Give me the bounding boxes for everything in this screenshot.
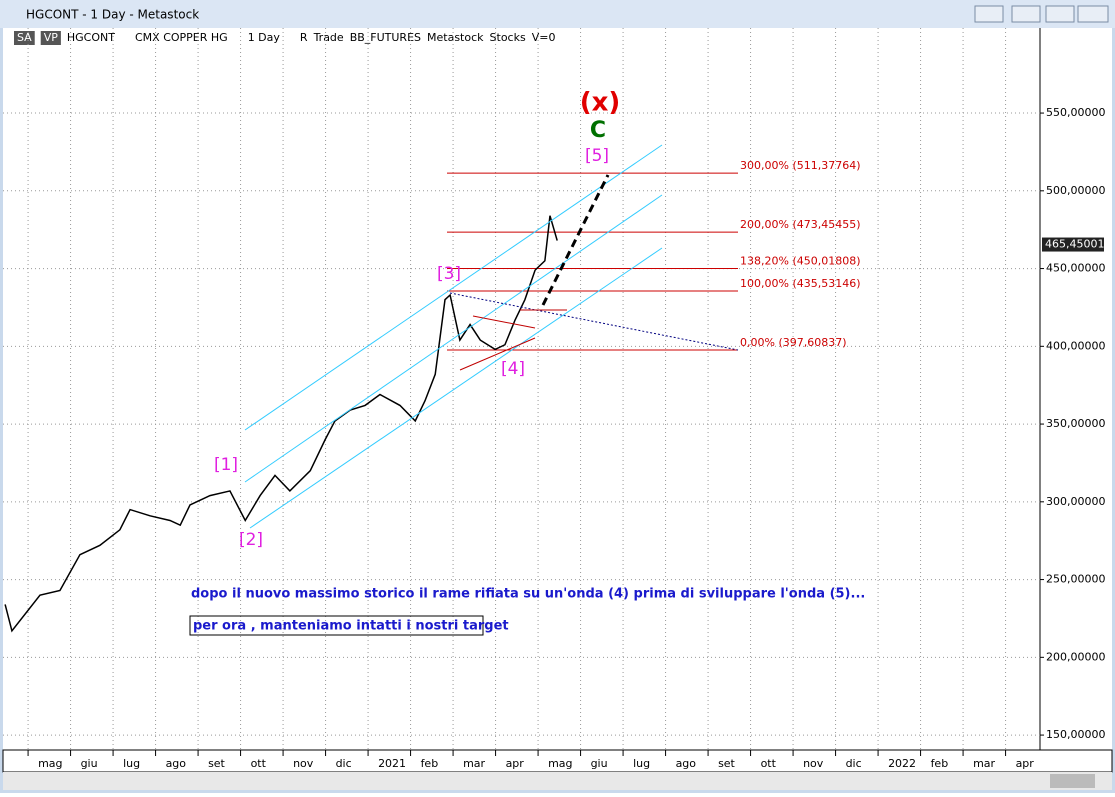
toolbar-item: HGCONT: [67, 31, 115, 44]
close-button[interactable]: [1077, 5, 1109, 23]
title-bar: [0, 0, 1115, 28]
x-tick-label: mag: [38, 757, 62, 770]
last-price-tag: [1042, 237, 1104, 252]
x-tick-label: set: [718, 757, 735, 770]
price-axis: [1040, 28, 1112, 750]
x-tick-label: mar: [463, 757, 485, 770]
y-tick-label: 450,00000: [1046, 262, 1106, 275]
y-tick-label: 550,00000: [1046, 106, 1106, 119]
wave-label: C: [590, 118, 606, 143]
y-tick-label: 150,00000: [1046, 728, 1106, 741]
triangle-line: [459, 337, 536, 371]
channel-line: [244, 194, 663, 483]
price-line: [4, 215, 558, 633]
note: dopo il nuovo massimo storico il rame ri…: [191, 587, 865, 602]
x-tick-label: mar: [973, 757, 995, 770]
x-tick-label: lug: [123, 757, 140, 770]
wave-label: [1]: [214, 455, 238, 475]
toolbar-button[interactable]: [40, 31, 61, 45]
restore-button[interactable]: [974, 5, 1004, 23]
toolbar-item: Trade: [313, 31, 344, 44]
y-tick-label: 350,00000: [1046, 417, 1106, 430]
y-tick-label: 300,00000: [1046, 495, 1106, 508]
x-tick-label: apr: [506, 757, 525, 770]
fib-label: 0,00% (397,60837): [740, 336, 847, 349]
x-tick-label: giu: [591, 757, 608, 770]
minimize-button[interactable]: [1011, 5, 1041, 23]
fib-label: 100,00% (435,53146): [740, 277, 861, 290]
drawings: [244, 144, 739, 529]
toolbar-item: CMX COPPER HG: [135, 31, 228, 44]
x-tick-label: 2022: [888, 757, 916, 770]
trend-line: [449, 292, 739, 351]
toolbar: SA VP HGCONT CMX COPPER HG 1 Day R Trade BB_FUT…: [14, 31, 555, 45]
note: per ora , manteniamo intatti i nostri ta…: [193, 619, 509, 634]
x-tick-label: set: [208, 757, 225, 770]
wave-label: (x): [580, 88, 621, 118]
x-tick-label: 2021: [378, 757, 406, 770]
x-tick-label: ago: [676, 757, 697, 770]
x-tick-label: feb: [931, 757, 949, 770]
toolbar-item: VP: [44, 31, 59, 44]
x-tick-label: apr: [1016, 757, 1035, 770]
x-tick-label: nov: [803, 757, 824, 770]
note-box: [189, 615, 484, 636]
toolbar-item: V=0: [532, 31, 556, 44]
toolbar-button[interactable]: [14, 31, 35, 45]
x-tick-label: feb: [421, 757, 439, 770]
channel-line: [249, 247, 663, 529]
scrollbar[interactable]: [3, 772, 1112, 790]
y-tick-label: 500,00000: [1046, 184, 1106, 197]
toolbar-item: Stocks: [490, 31, 526, 44]
toolbar-item: BB_FUTURES: [350, 31, 421, 44]
wave-label: [5]: [585, 146, 609, 166]
x-tick-label: lug: [633, 757, 650, 770]
x-tick-label: dic: [846, 757, 862, 770]
last-price-label: 465,45001: [1045, 238, 1105, 251]
channel-line: [244, 144, 663, 431]
window-title: HGCONT - 1 Day - Metastock: [26, 8, 199, 22]
fib-label: 300,00% (511,37764): [740, 159, 861, 172]
fib-label: 138,20% (450,01808): [740, 255, 861, 268]
y-tick-label: 400,00000: [1046, 339, 1106, 352]
y-tick-label: 250,00000: [1046, 573, 1106, 586]
x-tick-label: ago: [166, 757, 187, 770]
toolbar-item: R: [300, 31, 308, 44]
wave-label: [2]: [239, 530, 263, 550]
triangle-line: [472, 315, 536, 329]
x-tick-label: ott: [251, 757, 267, 770]
x-tick-label: ott: [761, 757, 777, 770]
plot-area: [3, 28, 1040, 750]
maximize-button[interactable]: [1045, 5, 1075, 23]
fib-label: 200,00% (473,45455): [740, 218, 861, 231]
projection-line: [541, 174, 610, 306]
wave-label: [4]: [501, 359, 525, 379]
scroll-thumb[interactable]: [1050, 774, 1095, 788]
wave-label: [3]: [437, 264, 461, 284]
x-tick-label: dic: [336, 757, 352, 770]
x-tick-label: mag: [548, 757, 572, 770]
toolbar-item: Metastock: [427, 31, 484, 44]
wave-labels: (x) C [5] [3] [4] [1] [2]: [214, 88, 620, 551]
toolbar-item: 1 Day: [248, 31, 281, 44]
plot: 150,00000 200,00000 250,00000 300,00000 350,…: [3, 28, 1106, 770]
toolbar-item: SA: [17, 31, 32, 44]
x-tick-label: giu: [81, 757, 98, 770]
x-tick-label: nov: [293, 757, 314, 770]
y-tick-label: 200,00000: [1046, 650, 1106, 663]
